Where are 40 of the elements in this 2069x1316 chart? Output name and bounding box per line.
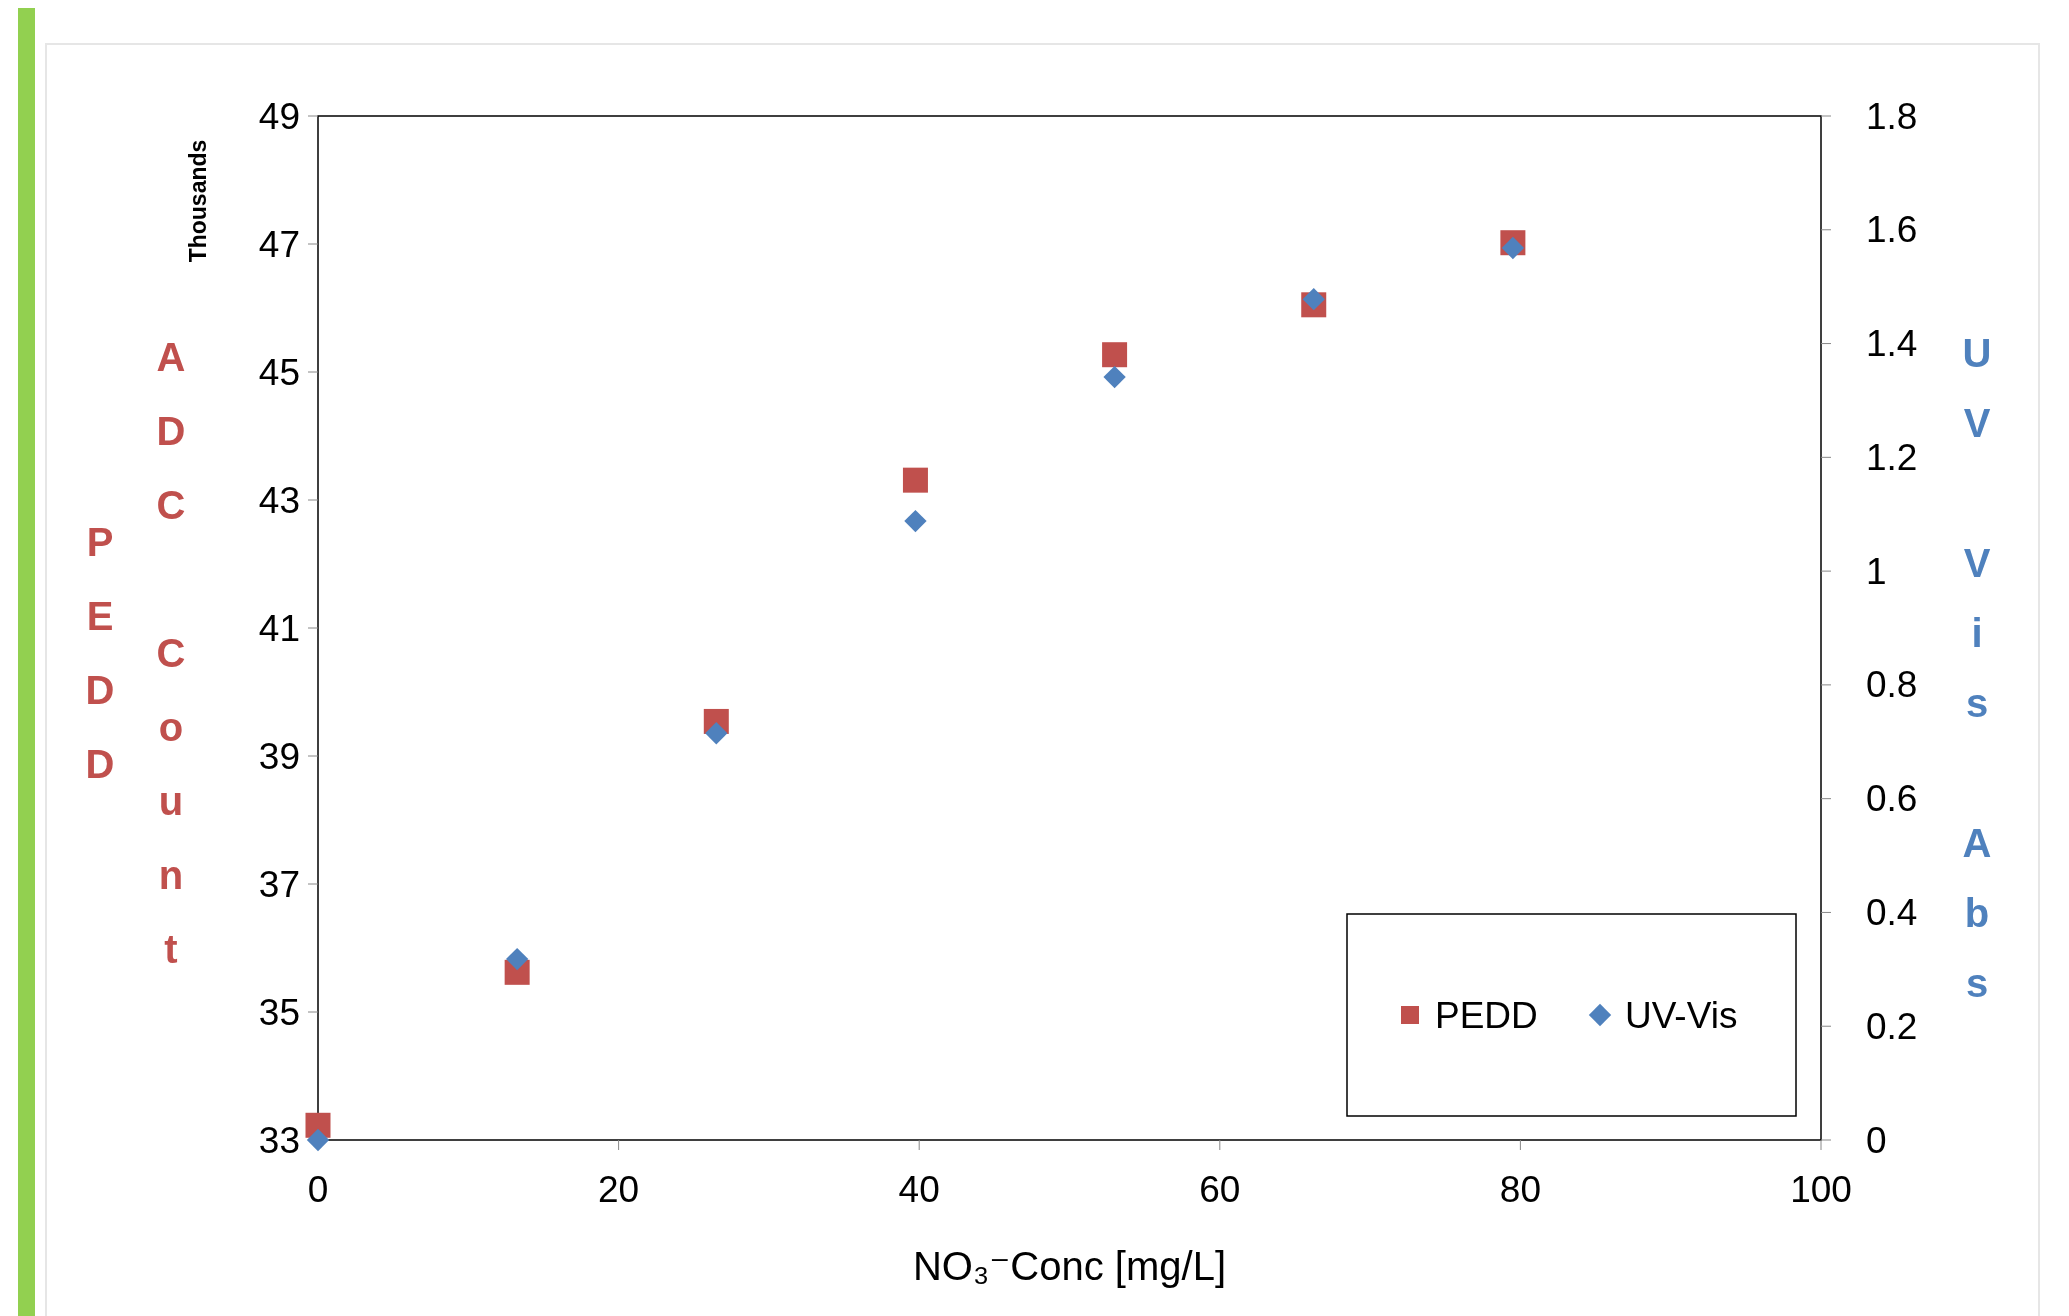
y-tick-label: 37 xyxy=(258,863,300,905)
y2-tick-label: 0 xyxy=(1866,1119,1887,1161)
y-tick-label: 45 xyxy=(258,351,300,393)
point xyxy=(705,722,728,745)
point xyxy=(1501,236,1525,260)
y2-tick-label: 1 xyxy=(1866,550,1887,592)
y-tick-label: 35 xyxy=(258,991,300,1033)
point xyxy=(902,467,928,493)
legend-label: UV-Vis xyxy=(1625,994,1738,1036)
point xyxy=(306,1128,330,1152)
x-tick-label: 20 xyxy=(598,1169,640,1210)
x-tick-label: 0 xyxy=(307,1169,329,1210)
x-axis-title: NO₃⁻Conc [mg/L] xyxy=(912,1244,1227,1288)
legend-label: PEDD xyxy=(1435,994,1538,1036)
y2-tick-label: 1.4 xyxy=(1866,323,1918,365)
y-tick-label: 49 xyxy=(258,95,300,137)
y2-tick-label: 1.8 xyxy=(1866,95,1918,137)
y2-tick-label: 1.2 xyxy=(1866,436,1918,478)
x-tick-label: 100 xyxy=(1790,1169,1852,1210)
point xyxy=(1102,342,1128,368)
point xyxy=(1103,365,1126,389)
point xyxy=(904,509,927,533)
y2-tick-label: 0.4 xyxy=(1866,891,1918,933)
text: UV Vis Abs xyxy=(1962,331,1992,1005)
x-tick-label: 40 xyxy=(898,1169,940,1210)
y-tick-label: 39 xyxy=(258,735,300,777)
text: Thousands xyxy=(185,139,211,263)
point xyxy=(1302,288,1325,311)
y-tick-label: 43 xyxy=(258,479,300,521)
y-tick-label: 47 xyxy=(258,223,300,265)
y-tick-label: 41 xyxy=(258,607,300,649)
y2-tick-label: 1.6 xyxy=(1866,209,1918,251)
y2-tick-label: 0.6 xyxy=(1866,778,1918,820)
y2-tick-label: 0.2 xyxy=(1866,1005,1918,1047)
x-tick-label: 80 xyxy=(1499,1169,1541,1210)
y-tick-label: 33 xyxy=(258,1119,300,1161)
point xyxy=(505,947,529,971)
x-tick-label: 60 xyxy=(1199,1169,1241,1210)
y2-tick-label: 0.8 xyxy=(1866,664,1918,706)
y-axis-title: PEDD ADC Count xyxy=(77,334,194,1003)
